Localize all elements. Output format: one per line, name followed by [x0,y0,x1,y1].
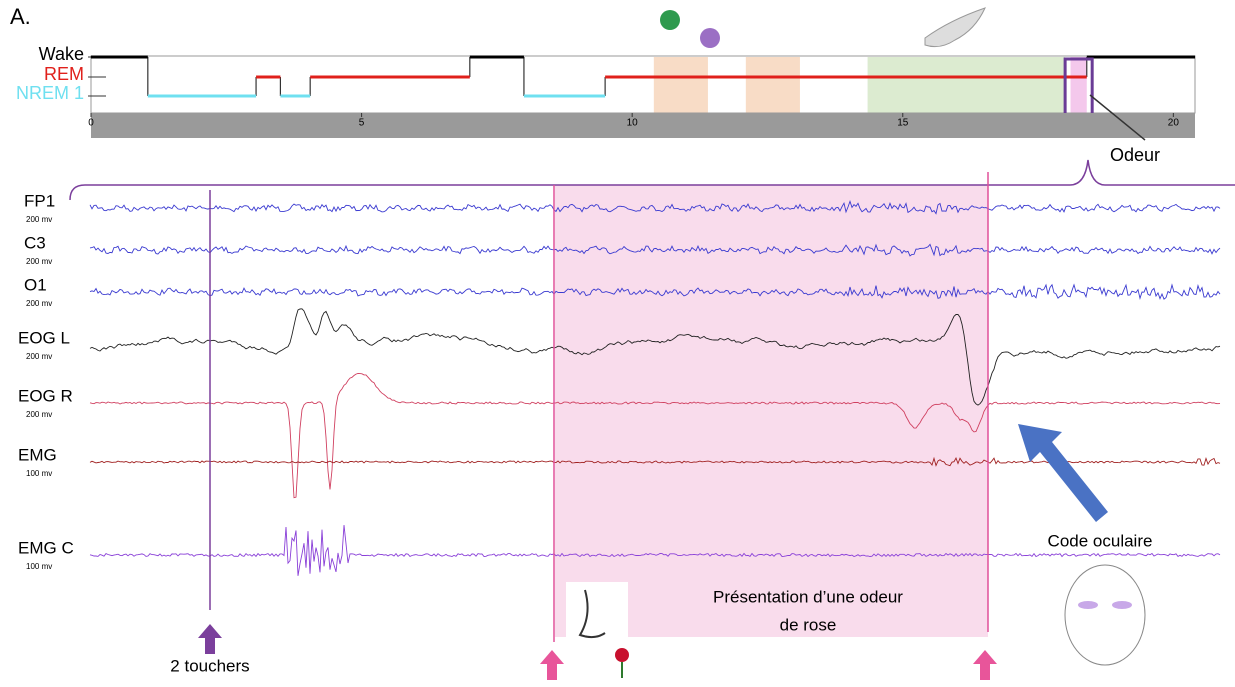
nose-icon [578,589,606,639]
stage-label: NREM 1 [16,83,84,103]
signal-trace [89,456,1221,467]
channel-scale: 200 mv [26,215,52,224]
eye-code-label: Code oculaire [1048,531,1153,550]
signal-trace [89,525,1221,576]
stage-label: Wake [39,44,84,64]
arrow [973,650,997,680]
channel-name: C3 [24,233,46,252]
x-tick-label: 0 [88,118,94,129]
eye [1112,601,1132,609]
nose-icon-bg [566,582,628,646]
sound-icon [700,28,720,48]
stimulus-period [745,57,800,113]
signal-trace [89,283,1221,300]
signal-trace [89,243,1221,257]
arrow [540,650,564,680]
arrow [198,624,222,654]
pointer-line [1089,94,1146,141]
time-axis [91,113,1195,138]
panel-label: A. [10,4,31,29]
x-tick-label: 10 [627,118,639,129]
stimulus-period [653,57,708,113]
signal-trace [89,308,1221,406]
channel-name: EMG C [18,538,74,557]
channel-name: EOG R [18,386,73,405]
signal-trace [89,200,1221,215]
odor-window [555,185,988,637]
channel-name: EMG [18,445,57,464]
channel-name: EOG L [18,328,70,347]
channel-name: O1 [24,275,47,294]
hand-icon [924,7,986,48]
eye-code-arrow [1018,424,1108,522]
stimulus-period [1070,57,1087,113]
channel-scale: 200 mv [26,410,52,419]
presentation-label: de rose [780,615,837,634]
channel-scale: 100 mv [26,562,52,571]
signal-trace [89,373,1221,499]
odor-label: Odeur [1110,145,1160,165]
zoom-bracket [69,159,1235,201]
rose-icon [615,648,629,662]
face-icon [1064,564,1146,666]
sound-icon [660,10,680,30]
channel-scale: 200 mv [26,299,52,308]
x-tick-label: 15 [897,118,909,129]
stage-label: REM [44,64,84,84]
channel-scale: 100 mv [26,469,52,478]
channel-scale: 200 mv [26,352,52,361]
traces: FP1 200 mv C3 200 mv O1 200 mv EOG L 200 mv EOG … [18,191,1221,576]
stimulus-period [867,57,1066,113]
x-tick-label: 5 [359,118,365,129]
eye [1078,601,1098,609]
touch-label: 2 touchers [170,656,249,675]
presentation-label: Présentation d’une odeur [713,587,903,606]
channel-scale: 200 mv [26,257,52,266]
x-tick-label: 20 [1168,118,1180,129]
channel-name: FP1 [24,191,55,210]
